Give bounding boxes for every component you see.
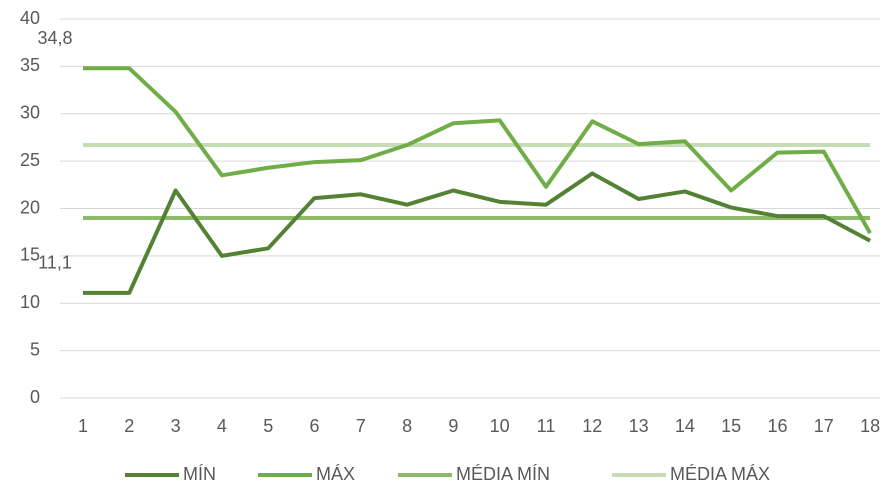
legend-label: MÁX bbox=[316, 464, 355, 484]
y-tick-label: 15 bbox=[20, 245, 40, 265]
series-line bbox=[83, 66, 872, 235]
x-tick-label: 5 bbox=[263, 416, 273, 436]
y-tick-label: 5 bbox=[30, 339, 40, 359]
x-tick-label: 14 bbox=[675, 416, 695, 436]
x-tick-label: 2 bbox=[124, 416, 134, 436]
x-tick-label: 6 bbox=[309, 416, 319, 436]
x-tick-label: 9 bbox=[448, 416, 458, 436]
x-tick-label: 3 bbox=[171, 416, 181, 436]
x-tick-label: 8 bbox=[402, 416, 412, 436]
data-label: 34,8 bbox=[37, 28, 72, 48]
x-tick-label: 13 bbox=[629, 416, 649, 436]
x-tick-label: 17 bbox=[814, 416, 834, 436]
x-tick-label: 4 bbox=[217, 416, 227, 436]
x-tick-label: 18 bbox=[860, 416, 880, 436]
y-tick-label: 35 bbox=[20, 55, 40, 75]
x-tick-label: 16 bbox=[767, 416, 787, 436]
legend-label: MÉDIA MÍN bbox=[456, 464, 550, 484]
y-tick-label: 25 bbox=[20, 150, 40, 170]
y-tick-label: 10 bbox=[20, 292, 40, 312]
legend-label: MÍN bbox=[183, 464, 216, 484]
series-line bbox=[83, 171, 872, 295]
legend-label: MÉDIA MÁX bbox=[670, 464, 770, 484]
x-tick-label: 15 bbox=[721, 416, 741, 436]
x-tick-label: 7 bbox=[356, 416, 366, 436]
x-tick-label: 1 bbox=[78, 416, 88, 436]
y-tick-label: 30 bbox=[20, 103, 40, 123]
y-tick-label: 0 bbox=[30, 387, 40, 407]
y-tick-label: 20 bbox=[20, 197, 40, 217]
y-tick-label: 40 bbox=[20, 8, 40, 28]
x-tick-label: 11 bbox=[537, 416, 556, 436]
data-label: 11,1 bbox=[38, 253, 72, 273]
x-tick-label: 12 bbox=[582, 416, 602, 436]
x-tick-label: 10 bbox=[490, 416, 510, 436]
